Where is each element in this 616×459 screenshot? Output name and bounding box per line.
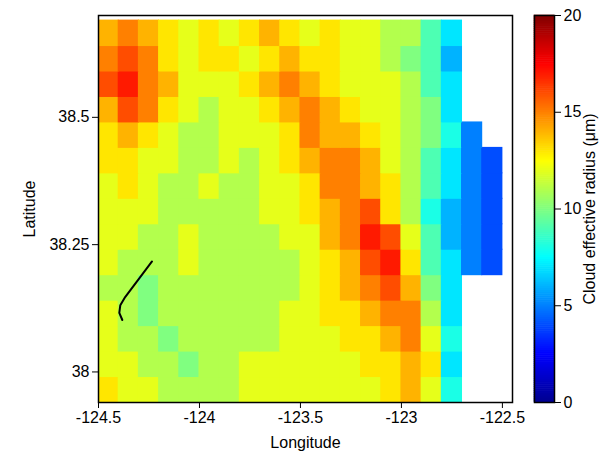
- svg-text:-124.5: -124.5: [76, 409, 121, 426]
- svg-text:38: 38: [72, 363, 90, 380]
- svg-text:Latitude: Latitude: [21, 180, 38, 237]
- svg-text:-124: -124: [183, 409, 215, 426]
- svg-text:-122.5: -122.5: [480, 409, 525, 426]
- svg-text:20: 20: [564, 7, 582, 24]
- svg-text:15: 15: [564, 103, 582, 120]
- svg-text:Cloud effective radius (μm): Cloud effective radius (μm): [581, 113, 598, 304]
- svg-text:38.25: 38.25: [49, 236, 89, 253]
- svg-text:-123.5: -123.5: [278, 409, 323, 426]
- svg-text:5: 5: [564, 297, 573, 314]
- svg-text:-123: -123: [385, 409, 417, 426]
- svg-text:38.5: 38.5: [58, 108, 89, 125]
- svg-text:Longitude: Longitude: [270, 434, 340, 451]
- svg-text:10: 10: [564, 200, 582, 217]
- svg-text:0: 0: [564, 394, 573, 411]
